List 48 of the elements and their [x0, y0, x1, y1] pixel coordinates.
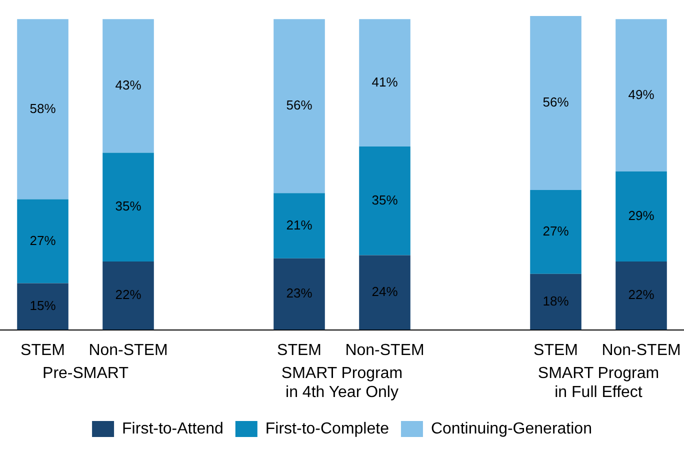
data-label: 18% — [542, 293, 570, 308]
data-label: 29% — [628, 208, 655, 223]
bar — [359, 146, 410, 256]
bar — [102, 152, 154, 262]
bar — [102, 261, 154, 330]
bar — [17, 199, 68, 284]
data-label: 49% — [628, 86, 655, 102]
bar — [274, 193, 325, 258]
data-label: 27% — [30, 232, 56, 248]
data-label: 41% — [372, 74, 398, 90]
bar — [530, 190, 582, 274]
x-tick-label: STEM — [20, 342, 65, 359]
text: SMART Program in 4th Year Only — [281, 365, 403, 402]
data-label: 22% — [115, 287, 142, 302]
bar — [616, 261, 667, 330]
bar — [359, 255, 410, 330]
x-tick-label: Non-STEM — [602, 342, 681, 359]
data-label: 24% — [372, 284, 398, 300]
data-label: 15% — [30, 298, 56, 314]
bar — [616, 19, 667, 172]
data-label: 27% — [542, 224, 570, 239]
text: SMART Program in Full Effect — [538, 365, 660, 402]
x-tick-label: Non-STEM — [88, 342, 168, 359]
data-label: 56% — [286, 98, 313, 113]
bar — [274, 258, 325, 330]
legend-label: First-to-Attend — [122, 420, 224, 438]
bar — [530, 274, 582, 330]
legend-label: Continuing-Generation — [430, 420, 592, 438]
data-label: 58% — [30, 100, 56, 116]
bar — [359, 19, 410, 146]
x-tick-label: STEM — [534, 342, 578, 359]
bar — [102, 19, 154, 153]
data-label: 23% — [286, 286, 313, 301]
bar — [616, 171, 667, 262]
data-label: 43% — [115, 77, 142, 92]
bar — [17, 19, 68, 200]
data-label: 35% — [372, 192, 398, 208]
text: Pre-SMART — [42, 365, 129, 382]
x-tick-label: Non-STEM — [345, 342, 424, 359]
legend-label: First-to-Complete — [265, 420, 390, 438]
bar — [530, 16, 582, 190]
data-label: 22% — [628, 287, 655, 302]
bar — [17, 283, 68, 330]
data-label: 21% — [286, 217, 313, 232]
x-tick-label: STEM — [277, 342, 322, 359]
bar — [274, 19, 325, 194]
data-label: 35% — [115, 198, 142, 214]
data-label: 56% — [542, 94, 570, 110]
